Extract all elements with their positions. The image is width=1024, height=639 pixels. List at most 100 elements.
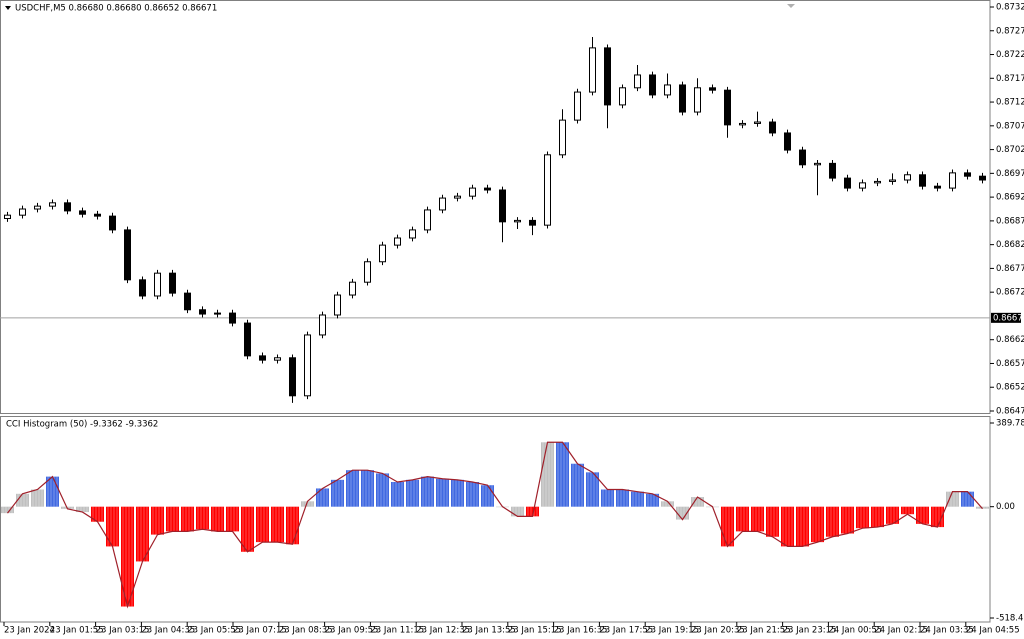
y-tick-label: 0.87075 [996,121,1024,131]
main-panel-frame [0,0,991,414]
y-tick-label: 0.87175 [996,74,1024,84]
candle-body [694,87,701,113]
histogram-bar [601,489,614,507]
histogram-bar [256,506,269,543]
candle-body [424,209,431,231]
y-tick-label: 0.86575 [996,359,1024,369]
x-tick-label: 23 Jan 2024 [4,626,55,636]
candle-body [484,187,491,191]
x-tick-label: 23 Jan 03:15 [96,626,150,636]
y-tick-label: 0.86525 [996,383,1024,393]
y-tick-label: 0.87225 [996,50,1024,60]
candle-body [649,74,656,96]
y-tick-label: 0.86875 [996,216,1024,226]
candle-body [364,261,371,283]
candle-body [769,121,776,134]
histogram-bar [76,506,89,513]
x-tick-label: 23 Jan 08:35 [279,626,333,636]
histogram-bar [406,479,419,507]
x-tick-label: 24 Jan 02:15 [874,626,928,636]
y-tick-label: 0.87275 [996,26,1024,36]
y-tick-label: 0.86925 [996,193,1024,203]
candle-body [304,334,311,397]
histogram-bar [646,493,659,507]
candle-body [439,197,446,211]
x-tick-label: 23 Jan 16:35 [554,626,608,636]
candle-body [124,229,131,281]
x-tick-label: 23 Jan 01:55 [50,626,104,636]
histogram-bar [436,478,449,507]
candle-body [904,174,911,181]
indicator-panel-frame [0,416,991,623]
candle-body [724,89,731,126]
y-tick-label: 0.86625 [996,335,1024,345]
candle-body [889,179,896,182]
x-tick-label: 23 Jan 05:55 [187,626,241,636]
histogram-bar [31,489,44,507]
candle-body [619,87,626,106]
candle-body [874,180,881,184]
y-tick-label: 0.87125 [996,98,1024,108]
candle-body [679,84,686,113]
histogram-bar [796,506,809,547]
histogram-bar [556,442,569,507]
candle-body [49,202,56,207]
x-tick-label: 23 Jan 23:15 [783,626,837,636]
histogram-bar [976,506,989,509]
candle-body [259,355,266,361]
candle-body [784,132,791,151]
candle-body [229,312,236,324]
x-tick-label: 23 Jan 12:35 [416,626,470,636]
candle-body [559,119,566,156]
histogram-bar [451,479,464,507]
current-price-label: 0.86671 [993,313,1024,323]
candle-body [409,229,416,239]
histogram-bar [271,506,284,543]
histogram-bar [181,506,194,532]
candle-body [214,312,221,315]
candle-body [379,244,386,263]
y-tick-label: 0.86825 [996,240,1024,250]
candle-body [859,182,866,189]
candle-body [499,189,506,223]
histogram-bar [346,470,359,507]
histogram-bar [946,491,959,507]
candle-body [529,219,536,226]
histogram-bar [391,481,404,507]
histogram-bar [166,506,179,532]
candle-body [169,272,176,294]
histogram-bar [631,491,644,507]
candle-body [469,187,476,197]
histogram-bar [571,463,584,507]
candle-body [274,357,281,361]
histogram-bar [511,506,524,517]
candle-body [979,175,986,181]
histogram-bar [421,476,434,507]
histogram-bar [136,506,149,562]
histogram-bar [121,506,134,607]
candle-body [184,292,191,311]
x-tick-label: 23 Jan 07:15 [233,626,287,636]
y-tick-label: 389.7851 [996,419,1024,429]
histogram-bar [301,501,314,507]
histogram-bar [736,506,749,532]
histogram-bar [151,506,164,535]
candle-body [919,174,926,187]
x-tick-label: 23 Jan 15:15 [508,626,562,636]
histogram-bar [661,501,674,507]
candle-body [34,205,41,210]
indicator-title: CCI Histogram (50) -9.3362 -9.3362 [6,420,158,430]
cci-line [7,441,983,609]
histogram-bar [781,506,794,547]
candle-body [94,213,101,217]
y-tick-label: 0.87025 [996,145,1024,155]
shift-marker [787,4,795,8]
y-tick-label: -518.4169 [996,614,1024,624]
candle-body [349,281,356,296]
histogram-bar [466,481,479,507]
candle-body [739,122,746,126]
candle-body [754,121,761,124]
